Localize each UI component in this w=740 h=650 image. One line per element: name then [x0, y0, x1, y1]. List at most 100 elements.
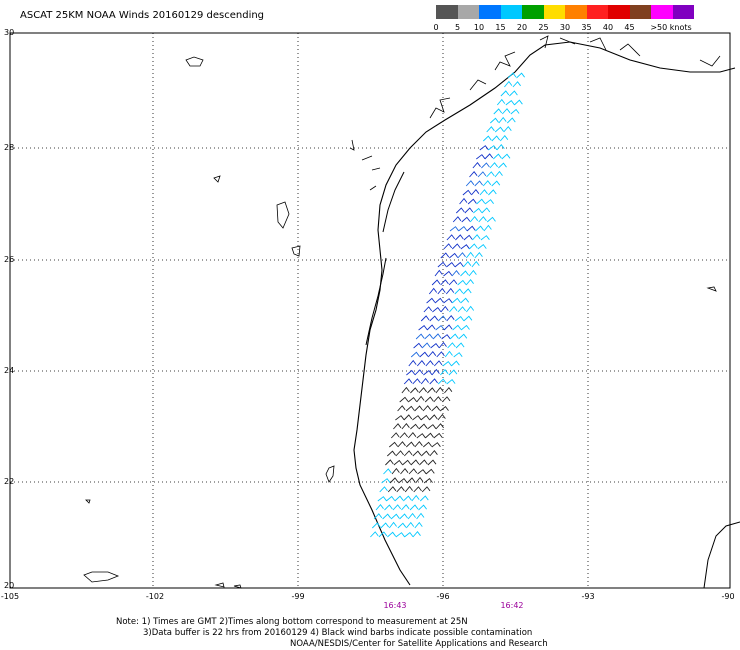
wind-barb — [472, 234, 481, 241]
wind-barb — [418, 387, 427, 394]
wind-barb — [440, 305, 449, 313]
legend-swatch — [457, 5, 479, 19]
wind-barb — [459, 197, 468, 205]
wind-barb — [465, 278, 474, 286]
wind-barb — [389, 477, 399, 484]
wind-barb — [486, 126, 495, 133]
wind-barb — [479, 189, 488, 196]
legend-swatch — [543, 5, 565, 19]
wind-barb — [402, 495, 412, 502]
wind-barb — [480, 235, 490, 241]
wind-barb — [448, 279, 458, 286]
wind-barb — [412, 415, 422, 421]
wind-barb — [469, 170, 478, 178]
wind-barb — [471, 260, 480, 268]
wind-barb — [427, 424, 437, 430]
legend-label: 10 — [473, 23, 485, 32]
wind-barb — [424, 396, 434, 403]
wind-barb — [460, 270, 469, 277]
wind-barb — [446, 378, 456, 385]
wind-barb — [454, 261, 464, 268]
wind-barb — [463, 315, 473, 322]
wind-barb — [419, 495, 429, 502]
barrier-island — [365, 171, 405, 346]
wind-barb — [486, 216, 496, 223]
wind-barb — [468, 243, 478, 250]
wind-barb — [406, 477, 416, 484]
wind-barb — [416, 359, 426, 367]
wind-barb — [450, 360, 460, 367]
wind-barb — [381, 478, 391, 484]
wind-barb — [434, 269, 443, 277]
wind-barb — [390, 432, 400, 439]
wind-barb — [400, 467, 409, 475]
wind-barb — [379, 486, 388, 493]
wind-barb — [471, 188, 480, 196]
wind-barb — [435, 423, 444, 430]
wind-barb — [437, 378, 447, 385]
wind-barb — [406, 369, 416, 376]
wind-barb — [412, 530, 421, 538]
wind-barb — [453, 352, 463, 358]
wind-barb — [443, 243, 453, 250]
wind-barb — [377, 496, 387, 502]
wind-barb — [427, 350, 437, 358]
legend-label: 5 — [454, 23, 461, 32]
wind-barb — [410, 459, 420, 466]
wind-barb — [493, 108, 503, 115]
legend-swatch — [500, 5, 522, 19]
wind-barb — [445, 287, 455, 295]
wind-barb — [457, 252, 466, 259]
pass-time-2: 16:42 — [500, 601, 524, 610]
wind-barb — [432, 333, 442, 340]
wind-barb — [477, 243, 487, 250]
wind-barb — [401, 422, 410, 430]
wind-barb — [431, 368, 440, 376]
wind-barb — [397, 441, 406, 448]
wind-barb — [420, 450, 430, 457]
wind-barb — [501, 153, 511, 160]
legend-swatch — [672, 5, 694, 19]
wind-barb — [479, 145, 489, 151]
wind-barb — [394, 495, 404, 502]
wind-barb — [464, 207, 474, 214]
wind-barb — [378, 531, 388, 538]
wind-barb — [441, 396, 451, 403]
wind-barb — [455, 342, 465, 349]
wind-barb — [409, 504, 419, 511]
wind-barb — [483, 224, 492, 232]
wind-barb — [465, 180, 475, 187]
wind-barb — [498, 162, 507, 169]
wind-barb — [426, 324, 436, 331]
note-line-3: NOAA/NESDIS/Center for Satellite Applica… — [290, 639, 548, 649]
legend-label: 0 — [433, 23, 439, 32]
inland-lakes — [83, 56, 717, 589]
wind-barb — [449, 305, 458, 313]
wind-barbs — [370, 72, 525, 538]
wind-barb — [443, 298, 453, 304]
wind-barb — [443, 270, 453, 277]
wind-barb — [509, 90, 518, 97]
wind-barb — [488, 145, 498, 151]
wind-barb — [399, 513, 408, 520]
wind-barb — [460, 297, 470, 304]
wind-barb — [429, 449, 438, 457]
lat-label-28: 28 — [4, 143, 15, 152]
wind-barb — [401, 504, 410, 511]
wind-barb — [451, 297, 461, 304]
wind-barb — [397, 522, 407, 529]
wind-barb — [393, 459, 403, 466]
wind-barb — [484, 153, 494, 160]
wind-barb — [410, 423, 419, 430]
wind-barb — [414, 405, 423, 412]
wind-barb — [387, 531, 397, 538]
wind-barb — [472, 161, 481, 169]
wind-barb — [421, 486, 431, 493]
wind-barb — [419, 351, 429, 358]
wind-barb — [431, 279, 441, 286]
wind-barb — [448, 369, 458, 376]
wind-barb — [423, 477, 433, 484]
wind-barb — [458, 225, 468, 232]
wind-barb — [426, 297, 436, 304]
legend-label: >50 knots — [650, 23, 692, 32]
